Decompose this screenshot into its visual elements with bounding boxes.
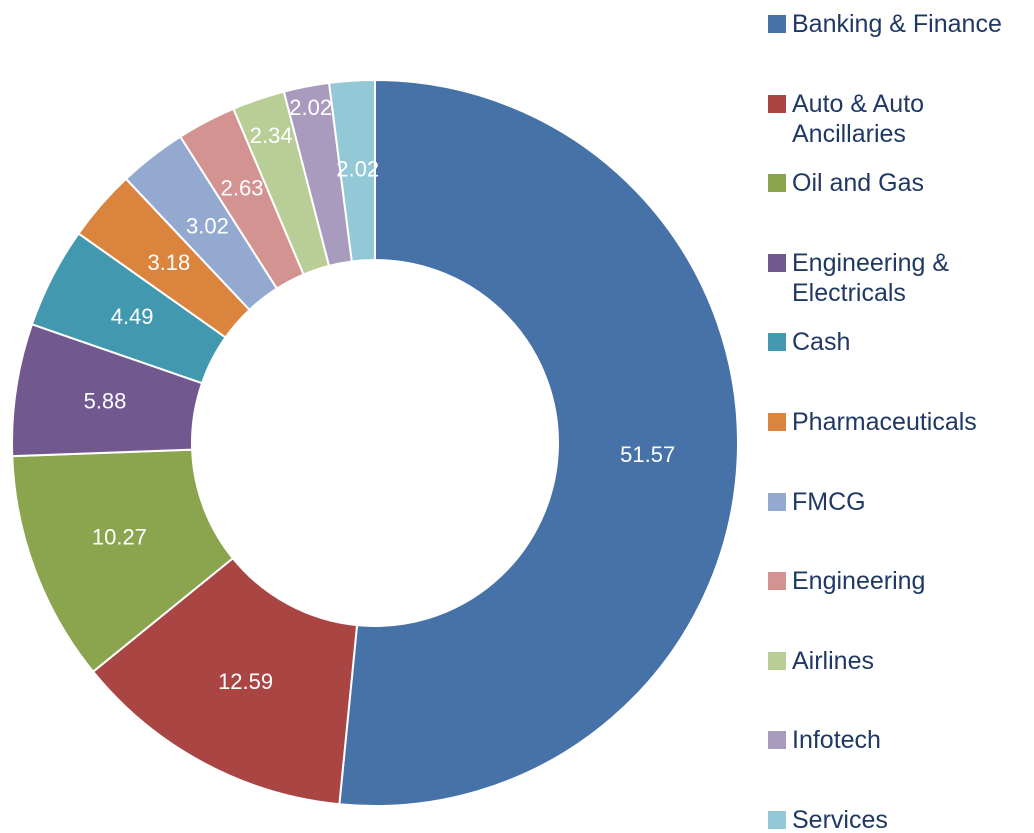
legend-label: Airlines [792,646,874,675]
data-label: 3.18 [147,250,190,275]
legend-item: Engineering & Electricals [768,248,1034,308]
data-label: 12.59 [218,669,273,694]
slice [91,556,359,806]
legend-swatch [768,15,786,33]
legend-swatch [768,174,786,193]
legend-swatch [768,731,786,750]
legend-label: Oil and Gas [792,169,925,198]
data-label: 2.34 [250,123,293,148]
data-label: 51.57 [620,442,675,467]
donut: 51.57 12.59 10.27 5.88 4.49 3.18 3.02 2.63 2.34 2… [11,78,739,807]
legend-item: Engineering [768,566,1034,596]
legend-swatch [768,811,786,829]
legend-label: FMCG [792,487,866,516]
data-label: 4.49 [111,304,154,329]
legend-item: Auto & Auto Ancillaries [768,89,1034,149]
data-label: 3.02 [186,213,229,238]
legend-item: Airlines [768,646,1034,676]
legend-item: Pharmaceuticals [768,407,1034,437]
legend-item: FMCG [768,487,1034,517]
legend-swatch [768,253,786,272]
legend-item: Services [768,805,1034,833]
data-label: 2.02 [336,156,379,181]
legend-swatch [768,333,786,352]
legend-swatch [768,492,786,511]
legend-label: Cash [792,328,851,357]
data-label: 2.02 [289,95,332,120]
legend-label: Services [792,806,888,833]
legend-item: Cash [768,327,1034,357]
legend-swatch [768,94,786,113]
legend-item: Oil and Gas [768,168,1034,198]
data-label: 5.88 [84,388,127,413]
legend-item: Infotech [768,725,1034,755]
legend-swatch [768,413,786,431]
slice [327,78,376,263]
legend-label: Engineering [792,567,926,596]
data-label: 10.27 [92,525,147,550]
legend-label: Banking & Finance [792,10,1002,38]
slice [338,78,739,807]
legend-swatch [768,572,786,591]
data-label: 2.63 [221,176,264,201]
legend-label: Infotech [792,726,881,755]
legend-item: Banking & Finance [768,9,1034,39]
legend-label: Pharmaceuticals [792,408,977,436]
legend-label: Auto & Auto Ancillaries [792,89,925,148]
legend-swatch [768,651,786,670]
legend-label: Engineering & Electricals [792,248,950,307]
